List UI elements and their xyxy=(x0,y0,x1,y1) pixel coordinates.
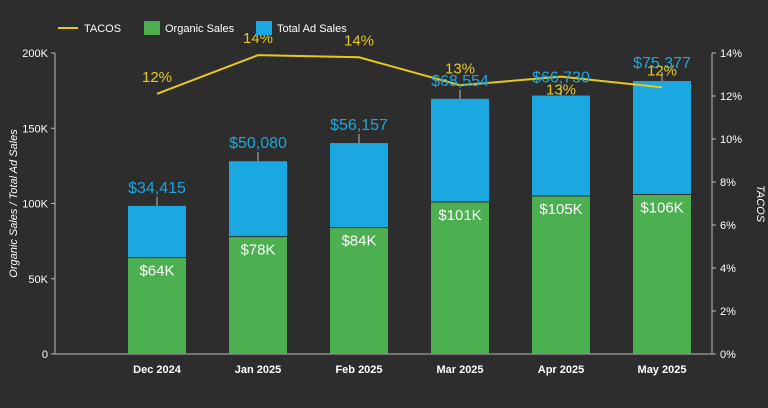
y2-tick-label: 10% xyxy=(720,134,742,146)
legend-ad-label: Total Ad Sales xyxy=(277,23,347,35)
tacos-line xyxy=(156,54,663,95)
x-tick-label: May 2025 xyxy=(638,364,687,376)
legend-ad-swatch xyxy=(256,21,272,35)
ad-sales-label: $68,554 xyxy=(431,73,489,90)
ad-sales-label: $75,377 xyxy=(633,55,691,72)
tacos-label: 13% xyxy=(546,82,576,99)
organic-sales-bar xyxy=(229,236,287,354)
ad-sales-bar xyxy=(330,143,388,228)
y2-tick-label: 0% xyxy=(720,349,736,361)
y-tick-label: 150K xyxy=(22,123,48,135)
legend: TACOS Organic Sales Total Ad Sales xyxy=(58,21,347,35)
tacos-label: 13% xyxy=(445,60,475,77)
ad-sales-label: $50,080 xyxy=(229,135,287,152)
organic-sales-bar xyxy=(633,194,691,354)
y-tick-label: 200K xyxy=(22,48,48,60)
y2-axis-title: TACOS xyxy=(754,185,766,223)
y2-tick-label: 6% xyxy=(720,220,736,232)
y-tick-label: 100K xyxy=(22,199,48,211)
organic-sales-bar xyxy=(431,201,489,354)
y2-tick-label: 8% xyxy=(720,177,736,189)
y2-tick-label: 4% xyxy=(720,263,736,275)
ad-sales-bar xyxy=(431,98,489,202)
organic-sales-bar xyxy=(128,257,186,354)
x-tick-label: Dec 2024 xyxy=(133,364,182,376)
legend-tacos-label: TACOS xyxy=(84,23,121,35)
y-tick-label: 50K xyxy=(28,274,48,286)
tacos-label: 12% xyxy=(647,62,677,79)
organic-sales-label: $84K xyxy=(341,233,376,250)
y-tick-label: 0 xyxy=(42,349,48,361)
legend-organic-label: Organic Sales xyxy=(165,23,235,35)
ad-sales-bar xyxy=(633,81,691,195)
ad-sales-label: $66,730 xyxy=(532,70,590,87)
organic-sales-bar xyxy=(532,195,590,354)
x-tick-label: Feb 2025 xyxy=(335,364,382,376)
y2-tick-label: 14% xyxy=(720,48,742,60)
tacos-label: 12% xyxy=(142,69,172,86)
ad-sales-bar xyxy=(128,205,186,258)
organic-sales-label: $78K xyxy=(240,242,275,259)
organic-sales-label: $106K xyxy=(640,199,683,216)
y2-tick-label: 12% xyxy=(720,91,742,103)
organic-sales-label: $64K xyxy=(139,263,174,280)
organic-sales-label: $105K xyxy=(539,201,582,218)
ad-sales-bar xyxy=(532,95,590,196)
ad-sales-label: $34,415 xyxy=(128,180,186,197)
legend-organic-swatch xyxy=(144,21,160,35)
ad-sales-bar xyxy=(229,161,287,237)
y2-tick-label: 2% xyxy=(720,306,736,318)
ad-sales-label: $56,157 xyxy=(330,117,388,134)
organic-sales-label: $101K xyxy=(438,207,481,224)
organic-sales-bar xyxy=(330,227,388,354)
tacos-label: 14% xyxy=(344,32,374,49)
x-tick-label: Apr 2025 xyxy=(538,364,584,376)
x-tick-label: Jan 2025 xyxy=(235,364,281,376)
x-tick-label: Mar 2025 xyxy=(436,364,483,376)
y-axis-title: Organic Sales / Total Ad Sales xyxy=(8,129,20,278)
